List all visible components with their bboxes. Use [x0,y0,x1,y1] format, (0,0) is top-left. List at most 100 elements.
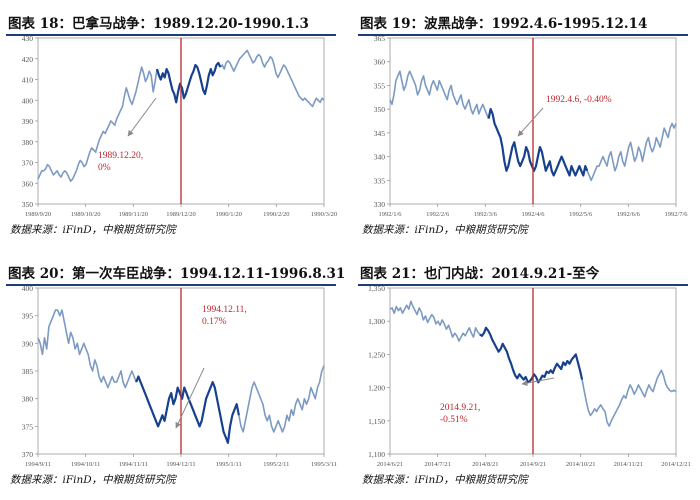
x-tick-label: 1992/1/6 [378,211,402,218]
y-tick-label: 350 [374,105,386,114]
y-tick-label: 355 [374,81,386,90]
y-tick-label: 335 [374,176,386,185]
chart-title: 图表 19：波黑战争：1992.4.6-1995.12.14 [360,16,648,32]
x-tick-label: 1990/3/20 [311,211,337,218]
x-tick-label: 2014/7/21 [424,461,450,468]
y-tick-label: 380 [22,138,34,147]
y-tick-label: 1,300 [368,317,385,326]
title-rule [6,284,336,286]
x-tick-label: 2014/11/21 [614,461,643,468]
chart-title-row: 图表 18：巴拿马战争：1989.12.20-1990.1.3 [6,10,336,36]
series-line-event-window [479,326,584,384]
x-tick-label: 1994/11/11 [119,461,148,468]
x-tick-label: 1992/6/6 [617,211,641,218]
x-tick-label: 1994/9/11 [25,461,51,468]
title-rule [358,34,688,36]
y-tick-label: 370 [22,159,34,168]
y-tick-label: 400 [22,284,34,293]
x-tick-label: 2014/8/21 [472,461,498,468]
chart-title-row: 图表 19：波黑战争：1992.4.6-1995.12.14 [358,10,688,36]
y-tick-label: 1,100 [368,450,385,459]
y-tick-label: 375 [22,422,34,431]
y-tick-label: 370 [22,450,34,459]
series-line-event-window [135,375,240,444]
y-tick-label: 1,200 [368,384,385,393]
x-tick-label: 1992/4/6 [521,211,545,218]
chart-21: 1,100 1,150 1,200 1,250 1,300 1,350 2014/6/21 2… [368,284,691,468]
chart-panel-18: 图表 18：巴拿马战争：1989.12.20-1990.1.3 350 360 37… [6,4,346,244]
y-tick-label: 380 [22,395,34,404]
series-line-after [238,365,325,433]
x-tick-label: 1989/11/20 [119,211,148,218]
x-tick-label: 1989/12/20 [166,211,196,218]
source-note: 数据来源：iFinD，中粮期货研究院 [362,474,528,486]
x-tick-label: 1990/2/20 [263,211,289,218]
chart-panel-19: 图表 19：波黑战争：1992.4.6-1995.12.14 330 335 340… [358,4,698,244]
y-tick-label: 395 [22,312,34,321]
source-note: 数据来源：iFinD，中粮期货研究院 [10,224,176,236]
y-tick-label: 420 [22,55,34,64]
annotation-label: 1992.4.6, -0.40% [546,95,612,105]
source-note: 数据来源：iFinD，中粮期货研究院 [362,224,528,236]
chart-title-row: 图表 21：也门内战：2014.9.21-至今 [358,260,688,286]
x-tick-label: 1989/9/20 [25,211,51,218]
chart-20: 370 375 380 385 390 395 400 1994/9/11 1994/10/11… [22,284,337,468]
y-tick-label: 340 [374,153,386,162]
y-tick-label: 385 [22,367,34,376]
y-tick-label: 1,250 [368,350,385,359]
x-tick-label: 1989/10/20 [71,211,101,218]
chart-19: 330 335 340 345 350 355 360 365 1992/1/6 1992/2/6… [374,34,689,218]
chart-18: 350 360 370 380 390 400 410 420 430 1989/9/20 1989… [22,34,337,218]
x-tick-label: 2014/6/21 [377,461,403,468]
y-tick-label: 390 [22,339,34,348]
x-tick-label: 2014/10/21 [566,461,596,468]
annotation-label: 2014.9.21, [440,403,480,413]
x-tick-label: 1994/10/11 [71,461,100,468]
chart-panel-20: 图表 20：第一次车臣战争：1994.12.11-1996.8.31 370 37… [6,254,346,494]
x-tick-label: 2014/12/21 [661,461,691,468]
y-tick-label: 430 [22,34,34,43]
y-tick-label: 390 [22,117,34,126]
y-tick-label: 1,150 [368,417,385,426]
x-tick-label: 1995/2/11 [263,461,289,468]
x-tick-label: 1995/1/11 [216,461,242,468]
title-rule [358,284,688,286]
chart-title-row: 图表 20：第一次车臣战争：1994.12.11-1996.8.31 [6,260,345,286]
series-line-after [586,122,677,182]
series-line-before [389,70,490,119]
annotation-label: -0.51% [440,415,468,425]
y-tick-label: 345 [374,129,386,138]
x-tick-label: 1992/3/6 [474,211,498,218]
annotation-arrow [127,97,157,137]
y-tick-label: 1,350 [368,284,385,293]
annotation-label: 0.17% [202,317,227,327]
chart-title: 图表 21：也门内战：2014.9.21-至今 [360,266,600,282]
x-tick-label: 1994/12/11 [166,461,195,468]
y-tick-label: 350 [22,200,34,209]
series-line-before [37,309,137,389]
source-note: 数据来源：iFinD，中粮期货研究院 [10,474,176,486]
chart-panel-21: 图表 21：也门内战：2014.9.21-至今 1,100 1,150 1,200 1… [358,254,698,494]
title-rule [6,34,336,36]
series-line-after [581,369,677,427]
annotation-arrow [517,107,544,137]
y-tick-label: 330 [374,200,386,209]
x-tick-label: 1992/5/6 [569,211,593,218]
series-line-before [389,300,481,342]
x-tick-label: 1995/3/11 [311,461,337,468]
x-tick-label: 2014/9/21 [520,461,546,468]
series-line-after [219,49,325,108]
x-tick-label: 1992/2/6 [426,211,450,218]
annotation-label: 1994.12.11, [202,305,247,315]
series-line-event-window [155,61,222,104]
y-tick-label: 410 [22,76,34,85]
y-tick-label: 365 [374,34,386,43]
annotation-arrow [521,377,555,386]
series-line-before [37,66,158,182]
x-tick-label: 1992/7/6 [664,211,688,218]
x-tick-label: 1990/1/20 [215,211,241,218]
annotation-arrow [175,367,205,429]
series-line-event-window [487,108,589,177]
y-tick-label: 360 [22,179,34,188]
annotation-label: 0% [98,163,111,173]
